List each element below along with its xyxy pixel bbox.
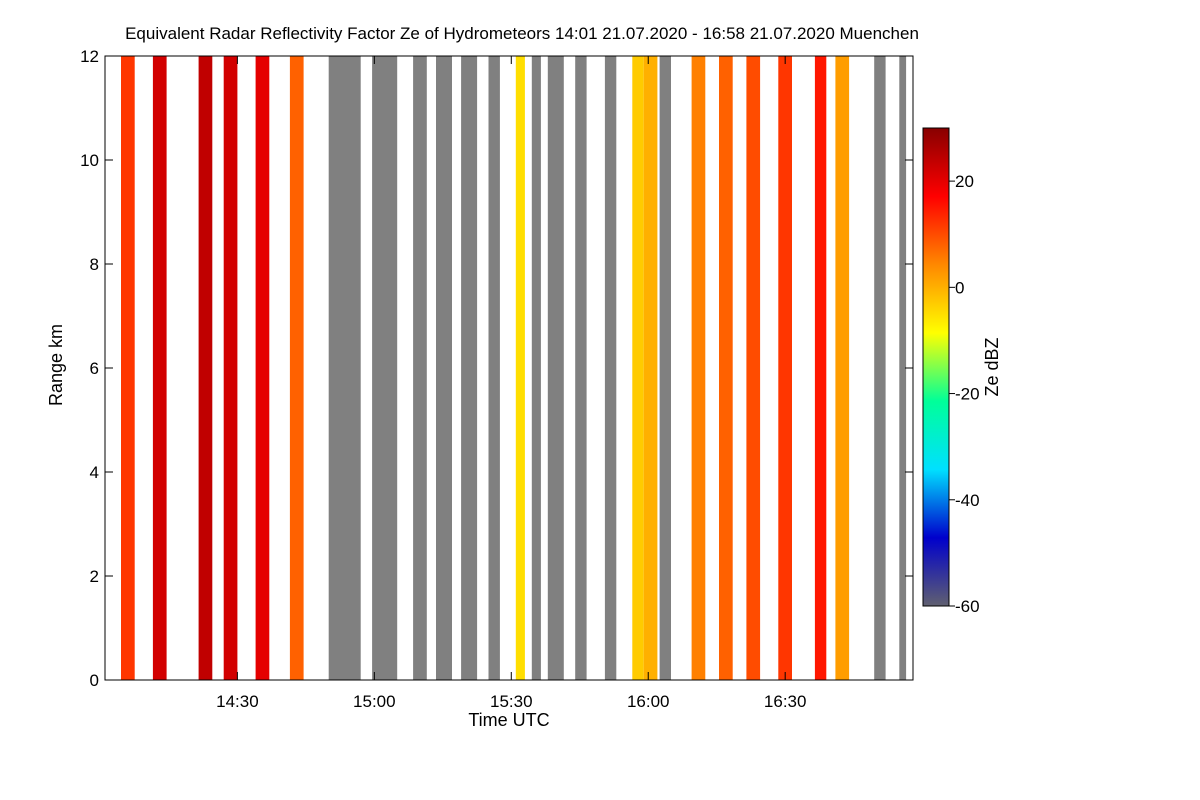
x-axis: 14:30 15:00 15:30 16:00 16:30 bbox=[216, 56, 806, 711]
profile-band bbox=[778, 56, 792, 680]
x-tick-label: 14:30 bbox=[216, 692, 259, 711]
profile-band bbox=[575, 56, 587, 680]
profile-band bbox=[899, 56, 907, 680]
colorbar-tick-label: 20 bbox=[955, 172, 974, 191]
colorbar: 20 0 -20 -40 -60 Ze dBZ bbox=[922, 127, 1002, 616]
profile-band bbox=[121, 56, 135, 680]
colorbar-gradient bbox=[922, 127, 950, 607]
x-tick-label: 16:30 bbox=[764, 692, 807, 711]
y-tick-label: 0 bbox=[90, 671, 99, 690]
colorbar-label: Ze dBZ bbox=[982, 337, 1002, 396]
profile-band bbox=[632, 56, 644, 680]
profile-band bbox=[746, 56, 761, 680]
profile-band bbox=[547, 56, 564, 680]
colorbar-tick-label: 0 bbox=[955, 278, 964, 297]
profile-band bbox=[413, 56, 427, 680]
chart-title: Equivalent Radar Reflectivity Factor Ze … bbox=[125, 24, 919, 43]
profile-band bbox=[372, 56, 398, 680]
profile-band bbox=[691, 56, 706, 680]
x-tick-label: 15:00 bbox=[353, 692, 396, 711]
x-tick-label: 15:30 bbox=[490, 692, 533, 711]
profile-band bbox=[659, 56, 671, 680]
profile-band bbox=[328, 56, 361, 680]
colorbar-tick-label: -60 bbox=[955, 597, 980, 616]
profile-bands bbox=[121, 56, 907, 680]
y-tick-label: 6 bbox=[90, 359, 99, 378]
profile-band bbox=[515, 56, 525, 680]
profile-band bbox=[255, 56, 270, 680]
profile-band bbox=[604, 56, 617, 680]
profile-band bbox=[835, 56, 850, 680]
y-tick-label: 2 bbox=[90, 567, 99, 586]
profile-band bbox=[719, 56, 733, 680]
profile-band bbox=[643, 56, 658, 680]
profile-band bbox=[198, 56, 213, 680]
profile-band bbox=[488, 56, 500, 680]
plot-area bbox=[105, 56, 913, 680]
profile-band bbox=[436, 56, 452, 680]
x-tick-label: 16:00 bbox=[627, 692, 670, 711]
profile-band bbox=[531, 56, 541, 680]
profile-band bbox=[814, 56, 827, 680]
y-tick-label: 8 bbox=[90, 255, 99, 274]
profile-band bbox=[289, 56, 304, 680]
y-tick-label: 10 bbox=[80, 151, 99, 170]
y-axis-label: Range km bbox=[46, 324, 66, 406]
colorbar-tick-label: -40 bbox=[955, 491, 980, 510]
y-tick-label: 4 bbox=[90, 463, 99, 482]
profile-band bbox=[874, 56, 886, 680]
x-axis-label: Time UTC bbox=[468, 710, 549, 730]
y-axis: 0 2 4 6 8 10 12 bbox=[80, 47, 913, 690]
profile-band bbox=[152, 56, 167, 680]
colorbar-ticks: 20 0 -20 -40 -60 bbox=[949, 172, 980, 616]
colorbar-tick-label: -20 bbox=[955, 385, 980, 404]
profile-band bbox=[461, 56, 478, 680]
y-tick-label: 12 bbox=[80, 47, 99, 66]
profile-band bbox=[223, 56, 238, 680]
